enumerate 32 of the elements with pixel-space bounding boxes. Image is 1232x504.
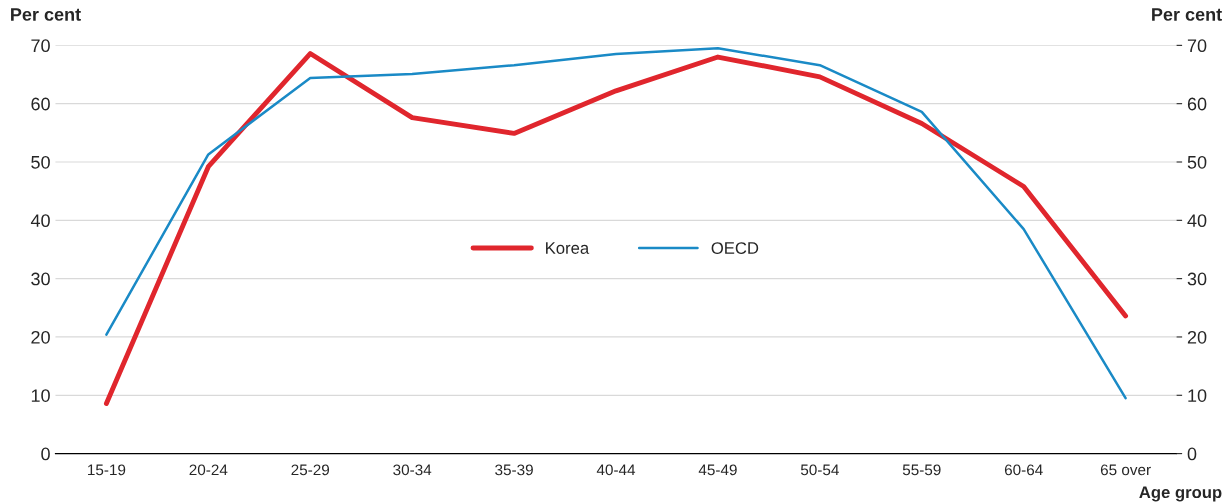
y-tick-label: 20 [31, 330, 50, 344]
x-tick-label: 25-29 [291, 464, 330, 476]
y-tick-label: 50 [31, 155, 50, 169]
x-tick-label: 45-49 [698, 464, 737, 476]
y2-axis-title: Per cent [1152, 8, 1222, 21]
y-tick-label: 70 [31, 39, 50, 53]
y-tick-label: 10 [31, 389, 50, 402]
x-tick-label: 50-54 [800, 464, 839, 476]
y-tick-label: 40 [30, 214, 50, 228]
y2-tick-label: 0 [1187, 447, 1197, 461]
x-tick-label: 15-19 [88, 464, 126, 476]
y-tick-label: 30 [31, 272, 50, 286]
y2-tick-label: 70 [1187, 39, 1207, 53]
x-tick-label: 35-39 [495, 464, 533, 476]
x-axis-title: Age group [1139, 486, 1222, 502]
y2-tick-label: 40 [1187, 214, 1207, 228]
y-tick-label: 60 [31, 97, 50, 111]
y-axis-title: Per cent [11, 8, 81, 21]
x-tick-label: 60-64 [1004, 464, 1043, 476]
y2-tick-label: 60 [1187, 97, 1207, 111]
y-tick-label: 0 [41, 447, 50, 461]
y2-tick-label: 30 [1187, 272, 1207, 286]
y2-tick-label: 20 [1187, 330, 1207, 344]
x-tick-label: 30-34 [393, 464, 432, 476]
x-tick-label: 20-24 [189, 464, 228, 476]
x-tick-label: 65 over [1100, 464, 1151, 476]
legend-label: OECD [711, 242, 759, 254]
x-tick-label: 55-59 [902, 464, 941, 476]
legend-label: Korea [546, 242, 590, 254]
y2-tick-label: 10 [1188, 389, 1207, 402]
x-tick-label: 40-44 [596, 464, 636, 476]
y2-tick-label: 50 [1187, 155, 1207, 169]
